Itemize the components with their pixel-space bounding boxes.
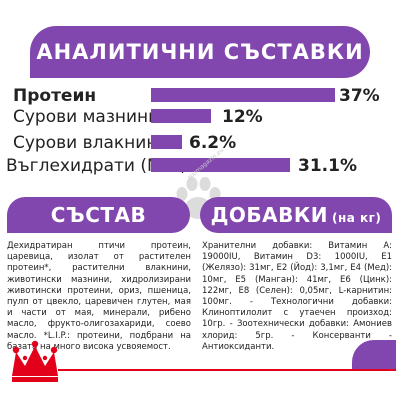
analytics-value: 37%	[339, 86, 380, 106]
analytics-bar	[151, 135, 182, 149]
analytics-value: 12%	[222, 107, 263, 127]
composition-title: СЪСТАВ	[50, 203, 147, 227]
analytics-value: 6.2%	[189, 133, 237, 153]
analytics-bar	[151, 158, 290, 172]
composition-banner: СЪСТАВ	[7, 197, 190, 233]
analytics-label: Сурови влакнини	[13, 133, 169, 153]
additives-title: ДОБАВКИ	[210, 203, 328, 227]
composition-text: Дехидратиран птичи протеин, царевица, из…	[7, 241, 191, 352]
analytical-constituents-banner: АНАЛИТИЧНИ СЪСТАВКИ	[30, 26, 370, 78]
additives-unit: (на кг)	[331, 211, 382, 225]
analytics-label: Въглехидрати (NFE)	[6, 156, 187, 176]
analytics-bar	[151, 109, 211, 123]
analytics-label: Сурови мазнини	[13, 107, 160, 127]
analytics-row-fiber: Сурови влакнини 6.2%	[0, 130, 400, 156]
analytics-label: Протеин	[13, 86, 97, 106]
corner-decoration	[352, 340, 396, 371]
royal-canin-crown-logo	[12, 340, 58, 382]
analytics-row-fat: Сурови мазнини 12%	[0, 104, 400, 130]
analytics-bar	[151, 88, 335, 102]
analytical-constituents-title: АНАЛИТИЧНИ СЪСТАВКИ	[36, 40, 364, 64]
analytics-row-carbs: Въглехидрати (NFE) 31.1%	[0, 153, 400, 179]
analytics-row-protein: Протеин 37%	[0, 83, 400, 109]
brand-divider	[58, 369, 396, 371]
analytics-value: 31.1%	[298, 156, 357, 176]
additives-text: Хранителни добавки: Витамин А: 19000IU, …	[202, 241, 392, 352]
additives-banner: ДОБАВКИ (на кг)	[200, 197, 392, 233]
